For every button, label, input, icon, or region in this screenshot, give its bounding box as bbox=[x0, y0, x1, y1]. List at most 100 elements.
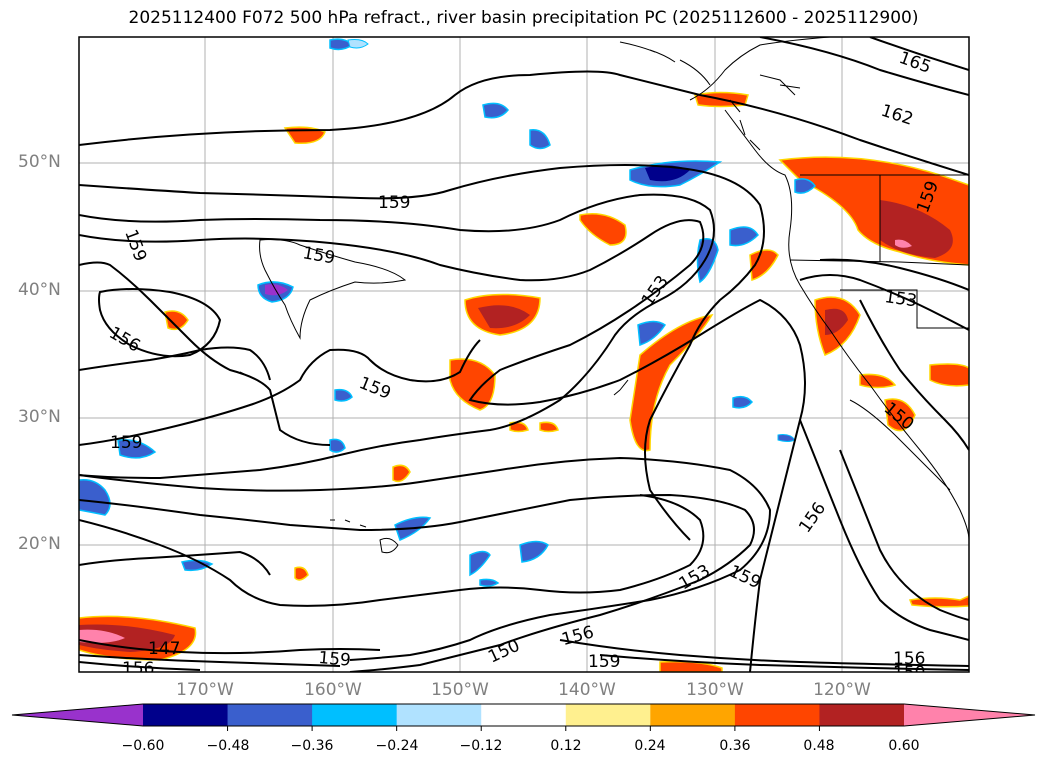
precip-area bbox=[539, 421, 559, 433]
contour-label: 156 bbox=[560, 622, 597, 650]
contour-line bbox=[79, 654, 341, 667]
precip-area bbox=[164, 310, 189, 331]
contour-label: 159 bbox=[110, 433, 142, 453]
precip-area bbox=[884, 398, 916, 432]
colorbar-tick-label: 0.36 bbox=[719, 738, 751, 754]
precip-area bbox=[347, 39, 369, 49]
contour-line bbox=[819, 258, 969, 291]
contour-line bbox=[79, 346, 271, 381]
contour-line bbox=[599, 654, 969, 671]
colorbar-segment bbox=[734, 704, 820, 726]
precip-area bbox=[180, 559, 214, 572]
precip-area bbox=[859, 373, 897, 389]
contour-line bbox=[559, 639, 969, 667]
contour-label: 159 bbox=[378, 193, 410, 213]
contour-line bbox=[79, 261, 331, 446]
contour-line bbox=[759, 37, 969, 96]
contour-label: 156 bbox=[106, 323, 144, 357]
contour-label: 156 bbox=[122, 659, 154, 679]
precip-area bbox=[908, 595, 969, 608]
contour-line bbox=[869, 37, 969, 71]
contour-label: 162 bbox=[878, 101, 915, 130]
contour-line bbox=[799, 274, 969, 331]
colorbar-segment bbox=[565, 704, 651, 726]
precip-area bbox=[449, 358, 496, 411]
colorbar-segment bbox=[650, 704, 736, 726]
precip-area bbox=[329, 438, 346, 453]
colorbar-segment bbox=[227, 704, 313, 726]
contour-label: 147 bbox=[148, 639, 180, 659]
contour-label: 156 bbox=[795, 499, 830, 537]
lon-label-160w: 160°W bbox=[304, 680, 362, 700]
contour-label: 165 bbox=[896, 48, 933, 78]
precip-area bbox=[294, 566, 309, 581]
contour-line bbox=[79, 164, 765, 541]
lon-label-120w: 120°W bbox=[813, 680, 871, 700]
contour-label: 153 bbox=[883, 287, 918, 311]
colorbar-segment bbox=[396, 704, 482, 726]
colorbar-segment bbox=[819, 704, 905, 726]
precip-area bbox=[265, 284, 288, 296]
precip-area bbox=[732, 395, 753, 409]
contour-line bbox=[839, 449, 969, 621]
precip-area bbox=[469, 550, 491, 577]
lon-label-130w: 130°W bbox=[686, 680, 744, 700]
colorbar-segment bbox=[12, 704, 143, 726]
colorbar-tick-label: −0.48 bbox=[206, 738, 250, 754]
lon-label-150w: 150°W bbox=[431, 680, 489, 700]
precip-area bbox=[478, 305, 530, 329]
precip-area bbox=[479, 578, 500, 587]
colorbar-tick-label: −0.24 bbox=[375, 738, 419, 754]
lon-label-170w: 170°W bbox=[176, 680, 234, 700]
colorbar-tick-label: 0.24 bbox=[634, 738, 666, 754]
precip-area bbox=[392, 464, 411, 483]
contour-line bbox=[79, 493, 755, 672]
colorbar-segment bbox=[312, 704, 398, 726]
precip-area bbox=[629, 314, 714, 452]
contour-line bbox=[79, 494, 705, 607]
contour-label: 150 bbox=[485, 636, 523, 668]
precip-area bbox=[529, 129, 551, 150]
precip-area bbox=[794, 178, 816, 194]
map-frame bbox=[78, 36, 970, 673]
lat-label-20n: 20°N bbox=[18, 534, 61, 554]
colorbar-tick-label: −0.60 bbox=[121, 738, 165, 754]
precip-area bbox=[825, 308, 848, 335]
colorbar-tick-label: 0.60 bbox=[888, 738, 920, 754]
contour-line bbox=[799, 419, 969, 641]
precip-area bbox=[79, 478, 111, 516]
colorbar-tick-label: −0.36 bbox=[290, 738, 334, 754]
precip-area bbox=[79, 629, 125, 643]
precip-area bbox=[895, 239, 912, 248]
contour-line bbox=[859, 299, 969, 451]
precip-area bbox=[777, 434, 796, 442]
colorbar bbox=[11, 703, 1036, 731]
colorbar-segment bbox=[143, 704, 229, 726]
contour-line bbox=[79, 456, 772, 661]
map-title: 2025112400 F072 500 hPa refract., river … bbox=[128, 8, 919, 28]
contour-label: 159 bbox=[318, 648, 352, 671]
contour-line bbox=[79, 639, 381, 655]
coastlines bbox=[229, 37, 969, 554]
contour-label: 159 bbox=[120, 227, 150, 264]
precip-area bbox=[482, 102, 509, 119]
colorbar-tick-label: −0.12 bbox=[459, 738, 503, 754]
contour-line bbox=[79, 70, 969, 176]
contour-line bbox=[79, 339, 481, 446]
contour-line bbox=[98, 288, 222, 358]
colorbar-segment bbox=[481, 704, 567, 726]
precip-area bbox=[579, 213, 627, 246]
contour-label: 159 bbox=[588, 652, 620, 672]
lat-label-30n: 30°N bbox=[18, 407, 61, 427]
precip-area bbox=[334, 388, 353, 402]
precip-area bbox=[729, 226, 759, 247]
contour-line bbox=[79, 550, 271, 576]
lat-label-50n: 50°N bbox=[18, 152, 61, 172]
colorbar-outline bbox=[11, 703, 1036, 727]
height-contours bbox=[79, 37, 969, 672]
precip-shading bbox=[79, 38, 969, 672]
lon-label-140w: 140°W bbox=[558, 680, 616, 700]
contour-line bbox=[79, 661, 201, 671]
contour-label: 156 bbox=[893, 649, 925, 669]
